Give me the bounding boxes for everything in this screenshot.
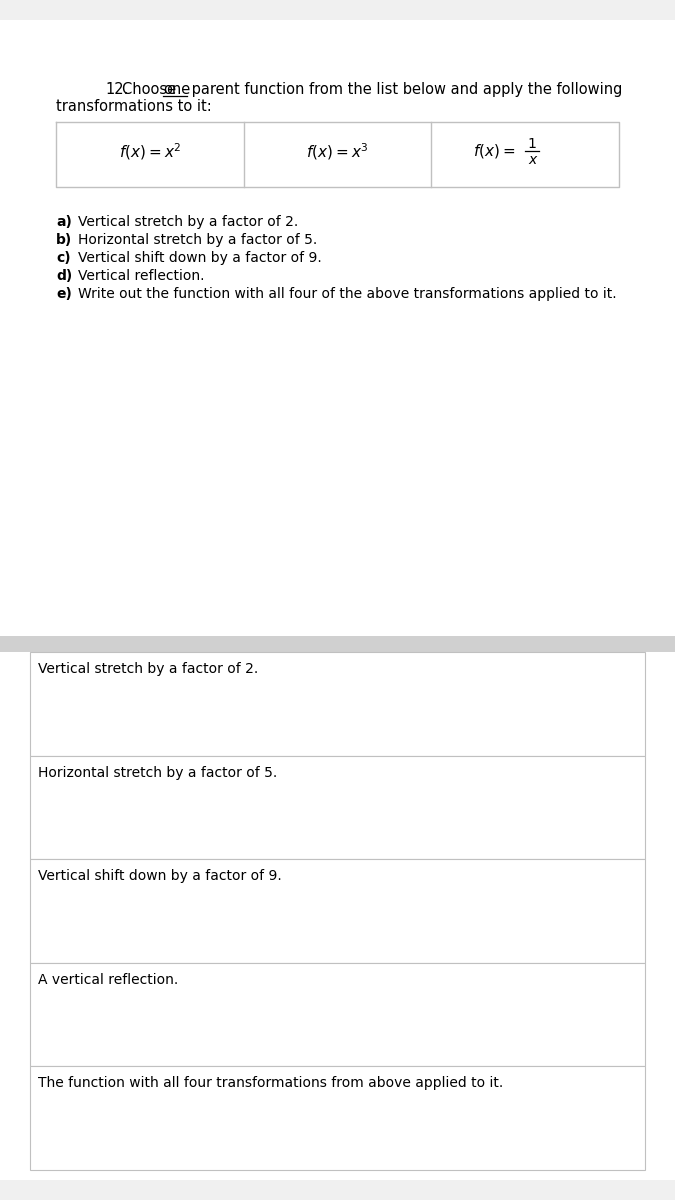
Text: c): c): [56, 251, 71, 265]
Text: e): e): [56, 287, 72, 301]
Text: Horizontal stretch by a factor of 5.: Horizontal stretch by a factor of 5.: [38, 766, 277, 780]
Text: one: one: [163, 82, 190, 97]
Text: parent function from the list below and apply the following: parent function from the list below and …: [187, 82, 622, 97]
Text: 1: 1: [528, 138, 537, 151]
Text: a): a): [56, 215, 72, 229]
Text: d): d): [56, 269, 72, 283]
Text: Vertical stretch by a factor of 2.: Vertical stretch by a factor of 2.: [78, 215, 298, 229]
Text: 12.: 12.: [105, 82, 128, 97]
Bar: [30, 1067, 645, 1170]
Text: Vertical shift down by a factor of 9.: Vertical shift down by a factor of 9.: [38, 869, 281, 883]
Bar: [30, 756, 645, 859]
Bar: [30, 859, 645, 962]
Text: $f(x) =$: $f(x) =$: [472, 143, 515, 161]
Text: The function with all four transformations from above applied to it.: The function with all four transformatio…: [38, 1076, 504, 1091]
Text: Horizontal stretch by a factor of 5.: Horizontal stretch by a factor of 5.: [78, 233, 317, 247]
Text: A vertical reflection.: A vertical reflection.: [38, 973, 178, 986]
Bar: [30, 962, 645, 1067]
Text: transformations to it:: transformations to it:: [56, 98, 212, 114]
Text: $f(x) = x^2$: $f(x) = x^2$: [119, 142, 181, 162]
Text: Vertical shift down by a factor of 9.: Vertical shift down by a factor of 9.: [78, 251, 322, 265]
Text: x: x: [528, 152, 537, 167]
Text: Vertical stretch by a factor of 2.: Vertical stretch by a factor of 2.: [38, 662, 259, 676]
Bar: [30, 652, 645, 756]
Text: $f(x) = x^3$: $f(x) = x^3$: [306, 142, 369, 162]
Text: Write out the function with all four of the above transformations applied to it.: Write out the function with all four of …: [78, 287, 617, 301]
Text: b): b): [56, 233, 72, 247]
Bar: [0, 636, 675, 652]
Text: Vertical reflection.: Vertical reflection.: [78, 269, 205, 283]
Text: Choose: Choose: [122, 82, 181, 97]
